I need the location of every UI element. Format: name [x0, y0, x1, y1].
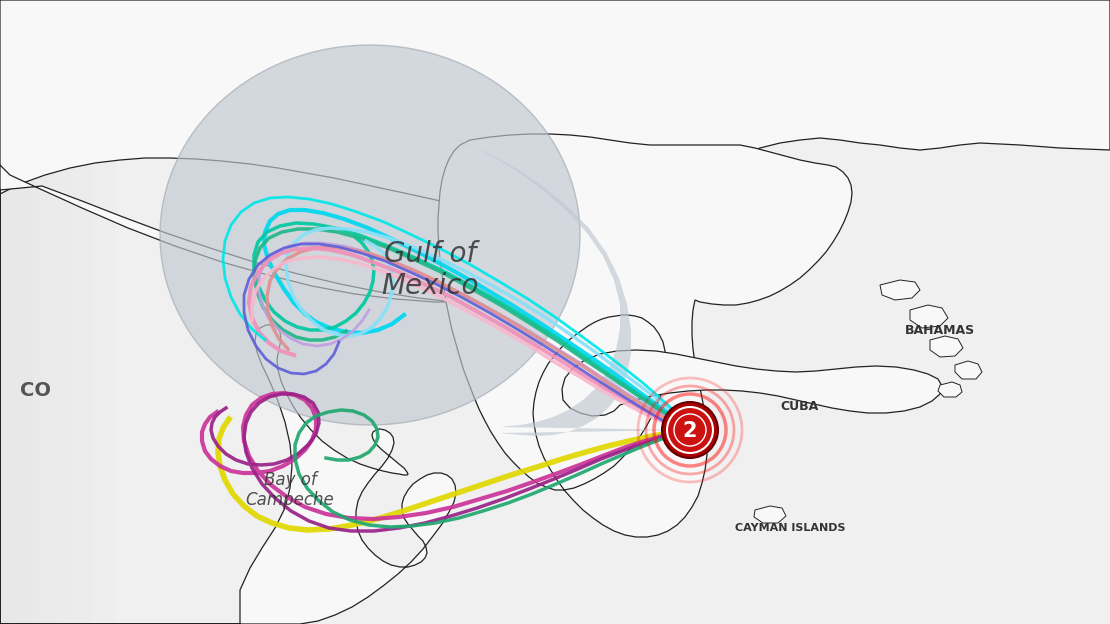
Bar — [32, 0, 36, 624]
Circle shape — [674, 414, 706, 446]
Bar — [14, 0, 18, 624]
Bar — [10, 0, 14, 624]
Text: 2: 2 — [683, 421, 697, 441]
Bar — [104, 0, 108, 624]
Bar — [42, 0, 46, 624]
Polygon shape — [438, 134, 852, 537]
Bar — [0, 0, 4, 624]
Bar — [60, 0, 64, 624]
Bar — [4, 0, 8, 624]
Polygon shape — [457, 140, 690, 436]
Bar — [92, 0, 95, 624]
Polygon shape — [955, 361, 982, 379]
Bar — [112, 0, 117, 624]
Bar — [38, 0, 42, 624]
Bar — [18, 0, 22, 624]
Bar — [56, 0, 60, 624]
Bar — [16, 0, 20, 624]
Bar — [22, 0, 26, 624]
Bar — [26, 0, 30, 624]
Bar — [50, 0, 54, 624]
Bar — [102, 0, 105, 624]
Bar — [65, 0, 70, 624]
Bar — [118, 0, 122, 624]
Polygon shape — [938, 382, 962, 397]
Bar — [6, 0, 10, 624]
Bar — [30, 0, 34, 624]
Bar — [90, 0, 94, 624]
Bar — [94, 0, 98, 624]
Bar — [68, 0, 72, 624]
Text: Bay of
Campeche: Bay of Campeche — [245, 470, 334, 509]
Bar — [117, 0, 120, 624]
Bar — [34, 0, 38, 624]
Bar — [82, 0, 85, 624]
Bar — [52, 0, 56, 624]
Circle shape — [662, 402, 718, 458]
Polygon shape — [0, 0, 1110, 223]
Bar — [100, 0, 104, 624]
Bar — [46, 0, 50, 624]
Text: CAYMAN ISLANDS: CAYMAN ISLANDS — [735, 523, 845, 533]
Polygon shape — [754, 506, 786, 523]
Polygon shape — [880, 280, 920, 300]
Bar — [80, 0, 84, 624]
Bar — [64, 0, 68, 624]
Bar — [88, 0, 92, 624]
Bar — [85, 0, 90, 624]
Bar — [2, 0, 6, 624]
Bar — [114, 0, 118, 624]
Bar — [98, 0, 102, 624]
Bar — [54, 0, 58, 624]
Bar — [70, 0, 74, 624]
Bar — [105, 0, 110, 624]
Bar — [8, 0, 12, 624]
Bar — [110, 0, 114, 624]
Bar — [78, 0, 82, 624]
Bar — [62, 0, 65, 624]
Bar — [74, 0, 78, 624]
Bar — [58, 0, 62, 624]
Bar — [44, 0, 48, 624]
Text: CO: CO — [20, 381, 51, 399]
Ellipse shape — [160, 45, 581, 425]
Bar — [84, 0, 88, 624]
Polygon shape — [562, 350, 942, 416]
Bar — [36, 0, 40, 624]
Bar — [95, 0, 100, 624]
Text: BAHAMAS: BAHAMAS — [905, 323, 975, 336]
Bar — [108, 0, 112, 624]
Bar — [20, 0, 24, 624]
Bar — [48, 0, 52, 624]
Bar — [12, 0, 16, 624]
Bar — [24, 0, 28, 624]
Polygon shape — [0, 165, 665, 624]
Polygon shape — [910, 305, 948, 328]
Bar — [40, 0, 44, 624]
Text: Gulf of
Mexico: Gulf of Mexico — [381, 240, 478, 300]
Bar — [28, 0, 32, 624]
Polygon shape — [930, 336, 963, 357]
Bar — [75, 0, 80, 624]
Text: CUBA: CUBA — [780, 401, 818, 414]
Circle shape — [667, 407, 713, 453]
Bar — [72, 0, 75, 624]
